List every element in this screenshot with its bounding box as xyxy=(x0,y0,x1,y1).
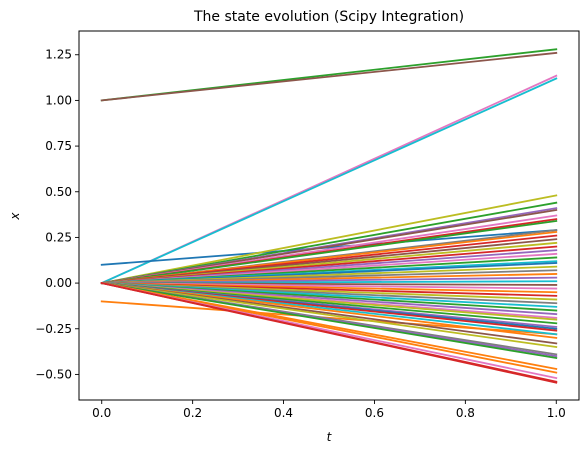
series-line-56 xyxy=(100,282,558,384)
y-tick-label: 1.25 xyxy=(45,48,72,62)
series-line-48 xyxy=(100,282,558,349)
x-tick-label: 0.2 xyxy=(183,406,202,420)
series-lines xyxy=(100,48,558,384)
y-tick-label: −0.25 xyxy=(35,322,72,336)
x-tick-label: 0.0 xyxy=(92,406,111,420)
axes-frame xyxy=(78,30,580,401)
y-axis-label: x xyxy=(8,212,22,221)
series-line-4 xyxy=(100,77,558,285)
series-line-51 xyxy=(100,282,558,360)
x-tick-label: 0.6 xyxy=(365,406,384,420)
series-line-2 xyxy=(100,51,558,102)
y-tick-label: 1.00 xyxy=(45,93,72,107)
x-tick-label: 0.8 xyxy=(456,406,475,420)
series-line-7 xyxy=(100,194,558,285)
y-tick-label: 0.00 xyxy=(45,276,72,290)
y-axis-ticks: −0.50 −0.25 0.00 0.25 0.50 0.75 1.00 1.25 xyxy=(35,48,79,381)
axes-background xyxy=(79,31,579,400)
plot-area: 0.0 0.2 0.4 0.6 0.8 1.0 −0.50 −0.25 0.00 0.25 0.5… xyxy=(35,30,580,420)
x-tick-label: 1.0 xyxy=(547,406,566,420)
chart-title: The state evolution (Scipy Integration) xyxy=(193,9,464,25)
y-tick-label: 0.75 xyxy=(45,139,72,153)
series-line-46 xyxy=(100,282,558,339)
y-tick-label: 0.50 xyxy=(45,185,72,199)
x-axis-ticks: 0.0 0.2 0.4 0.6 0.8 1.0 xyxy=(92,400,566,420)
x-axis-label: t xyxy=(327,430,333,444)
x-tick-label: 0.4 xyxy=(274,406,293,420)
y-tick-label: 0.25 xyxy=(45,230,72,244)
y-tick-label: −0.50 xyxy=(35,367,72,381)
series-line-8 xyxy=(100,201,558,285)
series-line-13 xyxy=(100,219,558,285)
series-line-10 xyxy=(100,208,558,285)
